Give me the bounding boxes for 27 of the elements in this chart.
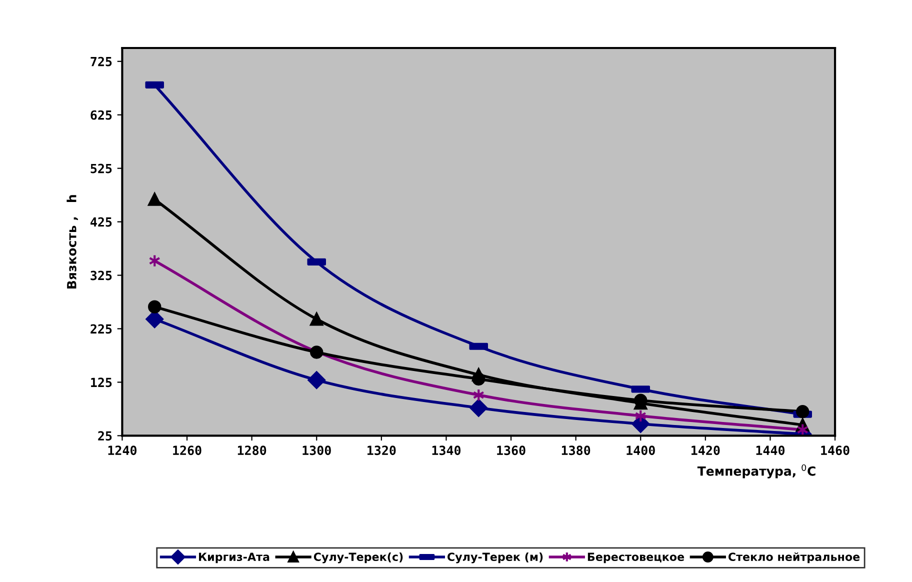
y-tick-label: 325: [90, 270, 112, 280]
x-tick-label: 1260: [173, 446, 202, 456]
x-tick-label: 1320: [368, 446, 396, 456]
y-tick-label: 25: [98, 431, 112, 441]
x-tick-label: 1280: [238, 446, 266, 456]
x-tick-label: 1420: [692, 446, 720, 456]
x-tick-label: 1400: [626, 446, 655, 456]
legend-label: Сулу-Терек (м): [447, 552, 543, 564]
x-tick-label: 1440: [756, 446, 785, 456]
y-tick-label: 125: [91, 378, 112, 388]
x-tick-label: 1360: [497, 446, 526, 456]
x-tick-label: 1460: [821, 446, 850, 456]
y-tick-label: 425: [90, 217, 112, 227]
x-tick-label: 1240: [108, 446, 137, 456]
legend-label: Сулу-Терек(с): [314, 552, 403, 564]
x-tick-label: 1380: [562, 446, 590, 456]
x-axis-title: Температура, $^{0}$C: [697, 464, 816, 478]
y-tick-label: 525: [90, 164, 112, 174]
x-tick-label: 1300: [302, 446, 331, 456]
legend-label: Киргиз-Ата: [198, 552, 270, 564]
y-tick-label: 625: [90, 110, 112, 120]
y-tick-label: 725: [90, 56, 112, 66]
x-tick-label: 1340: [432, 446, 461, 456]
y-axis-title: Вязкость , h: [66, 195, 78, 288]
y-tick-label: 225: [90, 324, 112, 334]
legend-label: Берестовецкое: [588, 552, 684, 564]
legend-label: Стекло нейтральное: [728, 552, 860, 564]
